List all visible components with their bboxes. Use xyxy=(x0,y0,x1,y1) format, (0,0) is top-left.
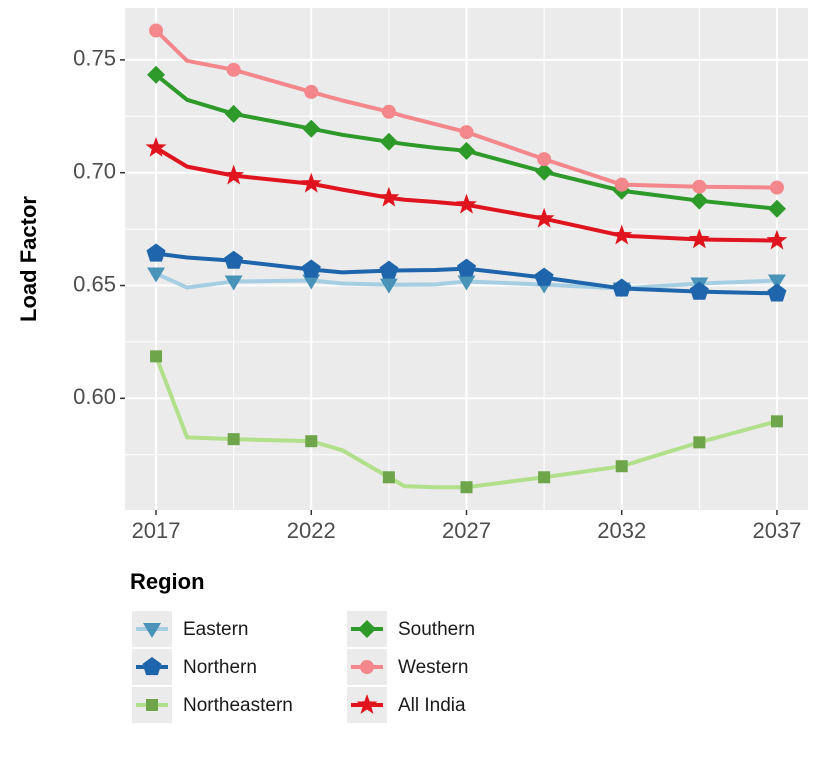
marker xyxy=(693,436,706,449)
marker xyxy=(533,207,555,228)
marker xyxy=(460,481,473,494)
marker xyxy=(767,283,787,302)
marker xyxy=(381,104,396,119)
marker xyxy=(224,250,244,269)
marker xyxy=(534,267,554,286)
x-tick-label: 2032 xyxy=(597,518,646,543)
marker xyxy=(302,119,321,138)
y-axis-title: Load Factor xyxy=(16,196,41,322)
legend-marker xyxy=(356,694,378,714)
marker xyxy=(769,180,784,195)
marker xyxy=(456,258,477,277)
marker xyxy=(535,162,554,181)
marker xyxy=(145,136,167,157)
legend-marker xyxy=(143,623,161,638)
marker xyxy=(300,172,322,193)
legend-marker xyxy=(142,657,162,676)
legend-marker xyxy=(146,699,158,711)
marker xyxy=(146,243,166,262)
legend-label: Western xyxy=(398,657,468,678)
marker xyxy=(689,281,709,300)
marker xyxy=(227,433,240,446)
marker xyxy=(456,193,477,214)
marker xyxy=(224,104,243,123)
marker xyxy=(305,435,318,448)
marker xyxy=(767,199,786,218)
marker xyxy=(379,260,399,279)
legend-label: Southern xyxy=(398,619,475,640)
legend-label: Northeastern xyxy=(183,695,293,716)
legend-label: Northern xyxy=(183,657,257,678)
marker xyxy=(150,350,163,363)
legend-label: All India xyxy=(398,695,466,716)
marker xyxy=(767,274,786,290)
legend-label: Eastern xyxy=(183,619,248,640)
legend-marker xyxy=(358,620,376,638)
marker xyxy=(457,141,476,160)
marker xyxy=(614,177,629,192)
marker xyxy=(766,229,788,250)
marker xyxy=(692,179,707,194)
marker xyxy=(302,274,321,290)
y-tick-label: 0.70 xyxy=(73,159,116,184)
marker xyxy=(379,132,398,151)
marker xyxy=(226,62,241,77)
marker xyxy=(770,415,783,428)
marker xyxy=(147,65,166,84)
x-tick-label: 2037 xyxy=(752,518,801,543)
marker xyxy=(459,125,474,140)
marker xyxy=(224,275,243,291)
y-tick-label: 0.60 xyxy=(73,384,116,409)
marker xyxy=(223,164,245,185)
marker xyxy=(301,259,321,278)
marker xyxy=(612,278,632,297)
legend-title: Region xyxy=(130,569,205,594)
x-tick-label: 2017 xyxy=(132,518,181,543)
marker xyxy=(149,23,164,38)
marker xyxy=(457,275,476,291)
marker xyxy=(611,224,633,245)
marker xyxy=(688,228,710,249)
marker xyxy=(378,186,400,207)
marker xyxy=(537,152,552,167)
x-tick-label: 2022 xyxy=(287,518,336,543)
y-tick-label: 0.75 xyxy=(73,46,116,71)
legend-marker xyxy=(360,660,374,674)
y-tick-label: 0.65 xyxy=(73,271,116,296)
marker xyxy=(382,471,395,484)
marker xyxy=(615,460,628,473)
marker xyxy=(147,267,166,283)
marker xyxy=(304,84,319,99)
marker xyxy=(538,471,551,484)
marker xyxy=(379,278,398,294)
x-tick-label: 2027 xyxy=(442,518,491,543)
marker xyxy=(690,191,709,210)
